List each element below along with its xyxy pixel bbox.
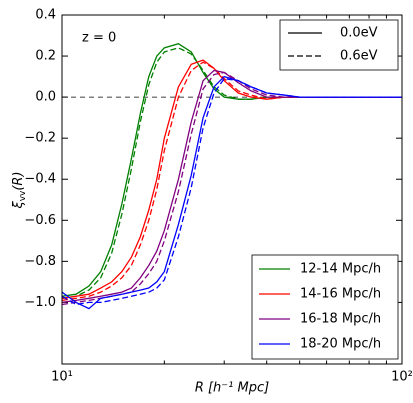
y-tick-label: −0.4: [24, 172, 56, 187]
y-tick-label: −0.6: [24, 213, 56, 228]
legend-label: 0.6eV: [340, 49, 378, 64]
line: [61, 77, 402, 306]
y-tick-label: −0.8: [24, 254, 56, 269]
y-tick-label: 0.0: [35, 90, 56, 105]
x-axis-label: R [h⁻¹ Mpc]: [195, 381, 269, 396]
y-label-symbol: ξ: [11, 201, 26, 210]
y-tick-label: 0.4: [35, 8, 56, 23]
plot-frame: [61, 14, 403, 365]
line: [61, 61, 402, 302]
annotation: z = 0: [82, 31, 116, 46]
legend-label: 18-20 Mpc/h: [300, 337, 381, 352]
legend-label: 12-14 Mpc/h: [300, 262, 381, 277]
x-tick-label: 10¹: [51, 370, 73, 385]
legend-label: 14-16 Mpc/h: [300, 287, 381, 302]
legend-box: [279, 19, 399, 71]
y-tick-label: 0.2: [35, 49, 56, 64]
legend-label: 0.0eV: [340, 26, 378, 41]
legend-label: 16-18 Mpc/h: [300, 312, 381, 327]
y-label-subscript: vv: [18, 190, 28, 201]
legend-box: [251, 254, 399, 360]
y-tick-label: −0.2: [24, 131, 56, 146]
y-tick-label: −1.0: [24, 295, 56, 310]
line: [61, 75, 402, 310]
x-tick-label: 10²: [391, 370, 413, 385]
y-axis-label: ξvv(R): [11, 171, 28, 209]
line: [61, 71, 402, 306]
y-label-arg: (R): [11, 171, 26, 190]
